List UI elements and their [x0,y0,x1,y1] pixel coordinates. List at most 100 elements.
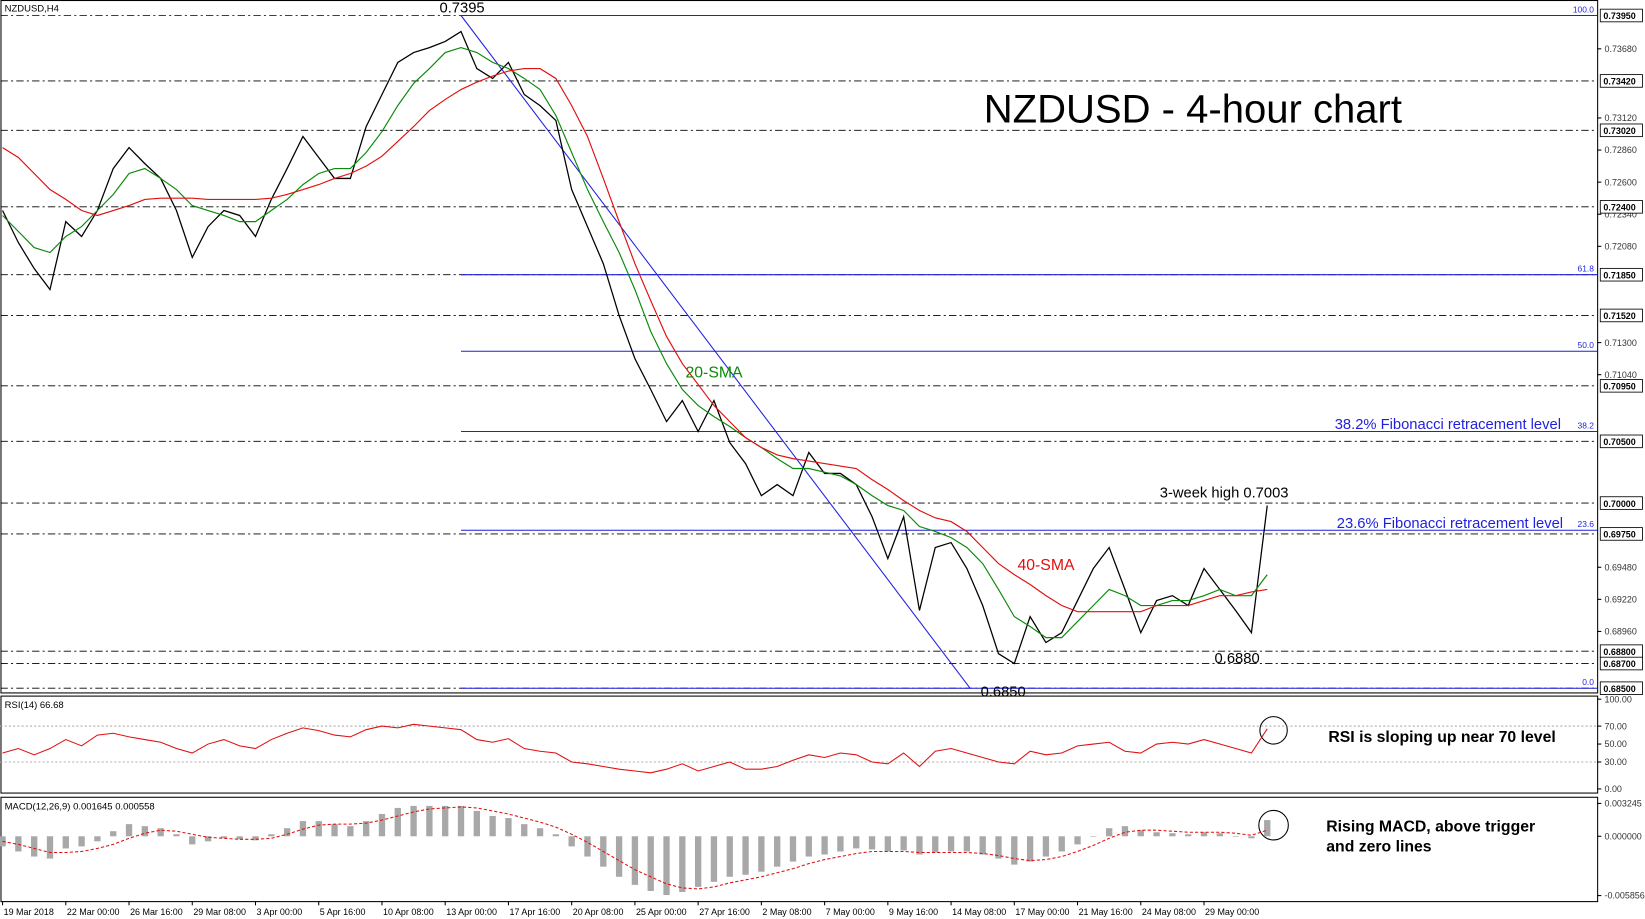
macd-bar [805,836,812,857]
macd-bar [631,836,639,885]
sma-line [2,46,1268,639]
level-label: 0.69750 [1603,530,1635,540]
macd-bar [315,821,322,837]
macd-bar [710,836,718,882]
macd-bar [789,836,797,862]
y-tick-label: 0.69220 [1604,595,1636,605]
macd-bar [536,828,544,837]
macd-bar [1264,820,1271,837]
annotation: 0.6880 [1215,651,1260,667]
macd-bar [1090,836,1097,837]
level-label: 0.73950 [1603,11,1635,21]
y-tick-label: 0.72340 [1604,209,1636,219]
level-label: 0.70000 [1603,499,1635,509]
macd-bar [410,805,417,837]
x-tick-label: 20 Apr 08:00 [573,907,624,917]
main-panel [0,0,1599,694]
macd-bar [821,836,828,855]
annotation: 20-SMA [685,364,743,381]
macd-note: and zero lines [1326,839,1432,856]
annotation: 3-week high 0.7003 [1160,485,1289,501]
level-box [1599,200,1643,214]
x-tick-label: 14 May 08:00 [952,907,1006,917]
macd-bar [220,836,228,839]
x-tick-label: 29 Mar 08:00 [193,907,246,917]
y-tick-label: 0.000000 [1604,831,1641,841]
y-tick-label: 0.73680 [1604,44,1636,54]
y-tick-label: 0.68960 [1604,627,1636,637]
level-label: 0.72400 [1603,203,1635,213]
y-tick-label: 0.00 [1604,784,1621,794]
macd-bar [995,836,1002,859]
macd-bar [505,818,512,837]
macd-bar [173,834,180,837]
signal-line [2,806,1268,890]
x-tick-label: 22 Mar 00:00 [67,907,120,917]
y-tick-label: 0.72600 [1604,177,1636,187]
level-box [1599,496,1643,510]
macd-bar [204,836,212,842]
y-tick-label: 0.72860 [1604,145,1636,155]
x-tick-label: 26 Mar 16:00 [130,907,183,917]
macd-bar [1137,830,1144,837]
macd-bar [963,836,971,852]
level-label: 0.68800 [1603,647,1635,657]
fib-level-label: 38.2 [1578,420,1595,430]
y-tick-label: 0.71040 [1604,370,1636,380]
x-tick-label: 19 Mar 2018 [4,907,54,917]
fib-level-label: 50.0 [1578,340,1595,350]
macd-bar [1058,836,1065,852]
y-tick-label: 0.72080 [1604,241,1636,251]
macd-bar [378,814,386,837]
x-tick-label: 27 Apr 16:00 [699,907,750,917]
macd-note: Rising MACD, above trigger [1326,819,1535,836]
level-box [1599,308,1643,323]
macd-bar [1248,836,1255,839]
macd-panel [0,796,1599,903]
macd-bar [916,836,923,855]
macd-bar [742,836,749,875]
macd-bar [1105,828,1113,837]
level-box [1599,681,1643,695]
macd-bar [94,836,101,842]
macd-bar [62,836,69,849]
macd-bar [46,836,54,859]
y-tick-label: 0.69480 [1604,562,1636,572]
macd-bar [473,810,480,837]
macd-bar [900,836,907,851]
level-label: 0.70500 [1603,437,1635,447]
rsi-title: RSI(14) 66.68 [5,700,64,711]
level-label: 0.73020 [1603,126,1635,136]
macd-bar [1042,836,1050,857]
macd-bar [663,836,670,896]
macd-bar [110,831,117,837]
x-tick-label: 13 Apr 00:00 [446,907,497,917]
macd-bar [1074,836,1081,845]
x-tick-label: 2 May 08:00 [762,907,811,917]
macd-bar [236,836,243,840]
x-tick-label: 24 May 08:00 [1142,907,1196,917]
y-tick-label: 50.00 [1604,739,1626,749]
y-tick-label: 30.00 [1604,757,1626,767]
x-tick-label: 5 Apr 16:00 [320,907,366,917]
level-box [1599,379,1643,393]
macd-bar [347,826,354,837]
sma-line [2,67,1268,613]
macd-bar [1185,834,1192,837]
x-tick-label: 17 May 00:00 [1015,907,1069,917]
x-tick-label: 9 May 16:00 [889,907,938,917]
annotation: 23.6% Fibonacci retracement level [1337,516,1563,532]
level-box [1599,656,1643,671]
level-box [1599,74,1643,88]
macd-bar [363,821,370,837]
macd-bar [394,807,401,837]
macd-bar [283,828,291,837]
macd-bar [947,836,955,852]
macd-bar [1200,832,1208,837]
macd-bar [442,805,449,837]
annotation: 0.7395 [440,1,485,17]
macd-bar [252,836,259,841]
macd-bar [1169,833,1176,837]
macd-bar [157,828,164,837]
macd-bar [78,836,85,847]
